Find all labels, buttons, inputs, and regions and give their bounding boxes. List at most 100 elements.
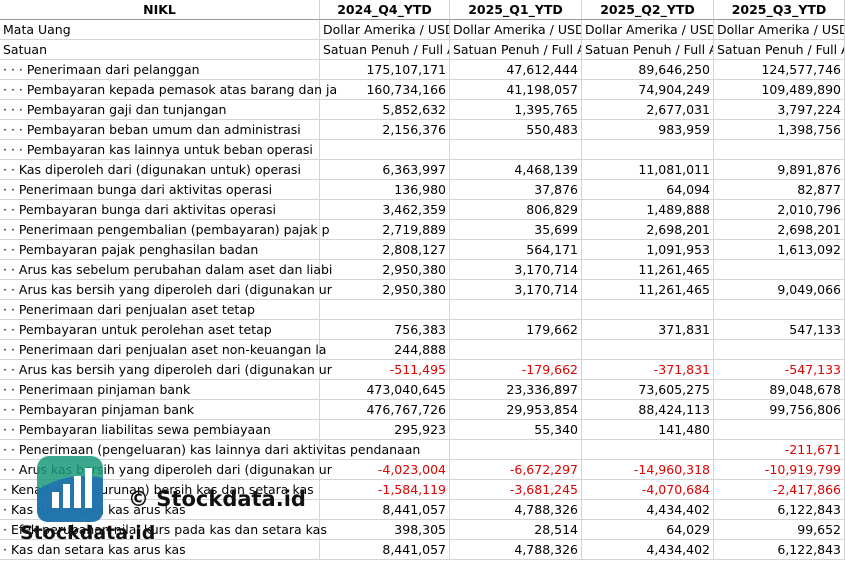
row-label: Satuan xyxy=(0,40,320,60)
cell-value xyxy=(714,300,845,320)
cell-value: 23,336,897 xyxy=(450,380,582,400)
cell-value: 124,577,746 xyxy=(714,60,845,80)
row-label: · · · Pembayaran kas lainnya untuk beban… xyxy=(0,140,320,160)
cell-value: 74,904,249 xyxy=(582,80,714,100)
cell-value: -14,960,318 xyxy=(582,460,714,480)
column-header: 2025_Q1_YTD xyxy=(450,0,582,20)
row-label: · · Pembayaran pajak penghasilan badan xyxy=(0,240,320,260)
cell-value: 2,677,031 xyxy=(582,100,714,120)
row-label: · · Penerimaan dari penjualan aset tetap xyxy=(0,300,320,320)
cell-value: 8,441,057 xyxy=(320,500,450,520)
cell-value: 244,888 xyxy=(320,340,450,360)
cell-value: 550,483 xyxy=(450,120,582,140)
cell-value xyxy=(320,140,450,160)
row-label: · · Kas diperoleh dari (digunakan untuk)… xyxy=(0,160,320,180)
row-label: · Kas dan setara kas arus kas xyxy=(0,540,320,560)
cell-value: 5,852,632 xyxy=(320,100,450,120)
cell-value: 2,698,201 xyxy=(582,220,714,240)
cell-value: Satuan Penuh / Full A xyxy=(450,40,582,60)
cell-value: 3,170,714 xyxy=(450,280,582,300)
cell-value xyxy=(450,440,582,460)
cell-value: 175,107,171 xyxy=(320,60,450,80)
row-label: · Kenaikan (penurunan) bersih kas dan se… xyxy=(0,480,320,500)
row-label: · · Pembayaran bunga dari aktivitas oper… xyxy=(0,200,320,220)
cell-value xyxy=(714,420,845,440)
cell-value: -371,831 xyxy=(582,360,714,380)
row-label: · Efek perubahan nilai kurs pada kas dan… xyxy=(0,520,327,540)
cell-value: 4,788,326 xyxy=(450,540,582,560)
cell-value: 11,261,465 xyxy=(582,260,714,280)
row-label: · · Penerimaan dari penjualan aset non-k… xyxy=(0,340,326,360)
cell-value: 398,305 xyxy=(320,520,450,540)
cell-value: Dollar Amerika / USD xyxy=(714,20,845,40)
cell-value: 4,434,402 xyxy=(582,540,714,560)
cell-value xyxy=(582,300,714,320)
cell-value: 89,048,678 xyxy=(714,380,845,400)
cell-value: 11,261,465 xyxy=(582,280,714,300)
cell-value: -4,070,684 xyxy=(582,480,714,500)
cell-value: 2,719,889 xyxy=(320,220,450,240)
row-label: · · · Pembayaran beban umum dan administ… xyxy=(0,120,320,140)
cell-value: 2,950,380 xyxy=(320,280,450,300)
cell-value: Dollar Amerika / USD xyxy=(320,20,450,40)
cell-value: 99,652 xyxy=(714,520,845,540)
cell-value: 1,489,888 xyxy=(582,200,714,220)
cell-value: 983,959 xyxy=(582,120,714,140)
row-label: · · · Penerimaan dari pelanggan xyxy=(0,60,320,80)
row-label: · · Penerimaan pinjaman bank xyxy=(0,380,320,400)
cell-value: Satuan Penuh / Full A xyxy=(582,40,714,60)
cell-value: -547,133 xyxy=(714,360,845,380)
cell-value: 564,171 xyxy=(450,240,582,260)
row-label: · · Pembayaran untuk perolehan aset teta… xyxy=(0,320,320,340)
cell-value: Satuan Penuh / Full A xyxy=(714,40,845,60)
cell-value: -3,681,245 xyxy=(450,480,582,500)
cell-value: 73,605,275 xyxy=(582,380,714,400)
cell-value: 2,010,796 xyxy=(714,200,845,220)
cell-value: -6,672,297 xyxy=(450,460,582,480)
row-label: · Kas dan setara kas arus kas xyxy=(0,500,320,520)
cell-value: 47,612,444 xyxy=(450,60,582,80)
cell-value: 141,480 xyxy=(582,420,714,440)
cell-value: 9,891,876 xyxy=(714,160,845,180)
cell-value: 64,094 xyxy=(582,180,714,200)
row-label: · · Penerimaan (pengeluaran) kas lainnya… xyxy=(0,440,420,460)
cell-value: 89,646,250 xyxy=(582,60,714,80)
cell-value: -10,919,799 xyxy=(714,460,845,480)
cell-value: 4,434,402 xyxy=(582,500,714,520)
cell-value: 160,734,166 xyxy=(320,80,450,100)
cell-value: 99,756,806 xyxy=(714,400,845,420)
cell-value: 109,489,890 xyxy=(714,80,845,100)
cell-value: -179,662 xyxy=(450,360,582,380)
cell-value xyxy=(450,140,582,160)
row-label: Mata Uang xyxy=(0,20,320,40)
cell-value: -4,023,004 xyxy=(320,460,450,480)
cell-value: 179,662 xyxy=(450,320,582,340)
cell-value xyxy=(320,440,450,460)
row-label: · · Arus kas bersih yang diperoleh dari … xyxy=(0,360,332,380)
cell-value: 2,156,376 xyxy=(320,120,450,140)
cell-value: 6,122,843 xyxy=(714,540,845,560)
cell-value: 28,514 xyxy=(450,520,582,540)
cell-value xyxy=(320,300,450,320)
cell-value: 64,029 xyxy=(582,520,714,540)
cell-value: 1,398,756 xyxy=(714,120,845,140)
cell-value: 3,462,359 xyxy=(320,200,450,220)
cell-value: 82,877 xyxy=(714,180,845,200)
cell-value: Dollar Amerika / USD xyxy=(450,20,582,40)
cell-value: 473,040,645 xyxy=(320,380,450,400)
cell-value: -511,495 xyxy=(320,360,450,380)
row-label: · · Pembayaran pinjaman bank xyxy=(0,400,320,420)
cell-value xyxy=(714,140,845,160)
cell-value: 2,950,380 xyxy=(320,260,450,280)
cell-value: 8,441,057 xyxy=(320,540,450,560)
cell-value: 3,797,224 xyxy=(714,100,845,120)
cell-value: 756,383 xyxy=(320,320,450,340)
cell-value: 6,122,843 xyxy=(714,500,845,520)
cell-value: 4,468,139 xyxy=(450,160,582,180)
row-label: · · Arus kas sebelum perubahan dalam ase… xyxy=(0,260,332,280)
cell-value: 2,698,201 xyxy=(714,220,845,240)
cell-value: 371,831 xyxy=(582,320,714,340)
cell-value: 476,767,726 xyxy=(320,400,450,420)
cell-value: 1,395,765 xyxy=(450,100,582,120)
